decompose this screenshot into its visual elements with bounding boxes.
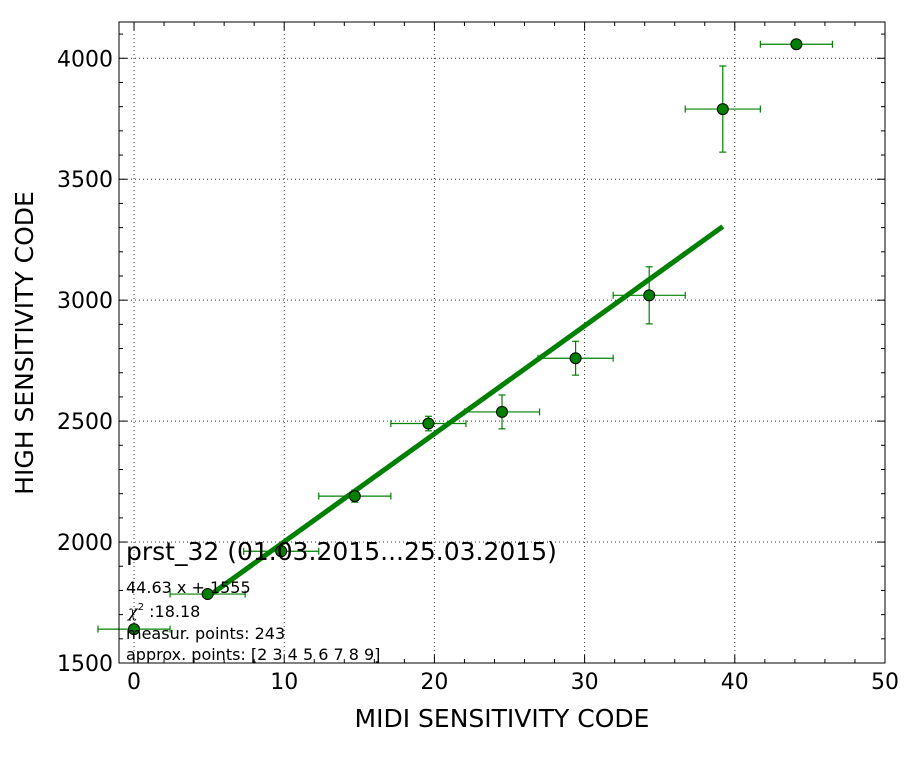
approx-points: approx. points: [2 3 4 5 6 7 8 9] (126, 645, 380, 664)
data-point (716, 103, 729, 116)
x-tick-label: 30 (571, 670, 599, 695)
data-point (128, 623, 141, 636)
chi-value: :18.18 (144, 602, 200, 621)
data-point (643, 289, 656, 302)
chart-title: prst_32 (01.03.2015...25.03.2015) (126, 537, 557, 566)
plot-frame (118, 21, 886, 664)
data-point (422, 417, 435, 430)
y-tick-label: 2000 (57, 531, 113, 556)
chi-square: χ2 :18.18 (127, 602, 200, 621)
fit-equation: 44.63 x + 1555 (126, 578, 251, 597)
y-tick-label: 3500 (57, 168, 113, 193)
x-tick-label: 10 (270, 670, 298, 695)
data-markers (128, 38, 803, 636)
tick-labels: 0 10 20 30 40 50 1500 2000 2500 3000 3500 4000 (57, 47, 899, 695)
x-axis-label: MIDI SENSITIVITY CODE (355, 704, 650, 733)
data-point (790, 38, 803, 51)
data-point (348, 490, 361, 503)
measured-points: measur. points: 243 (126, 624, 285, 643)
y-axis-label: HIGH SENSITIVITY CODE (10, 191, 39, 495)
data-point (569, 352, 582, 365)
x-tick-label: 0 (127, 670, 141, 695)
y-tick-label: 2500 (57, 410, 113, 435)
x-tick-label: 20 (420, 670, 448, 695)
chi-sup: 2 (138, 602, 144, 613)
data-point (201, 588, 214, 601)
chi-symbol: χ (127, 602, 139, 621)
y-tick-label: 3000 (57, 289, 113, 314)
x-tick-label: 50 (871, 670, 899, 695)
y-tick-label: 1500 (57, 652, 113, 677)
data-point (275, 545, 288, 558)
plot-area (119, 22, 885, 663)
x-tick-label: 40 (721, 670, 749, 695)
y-tick-label: 4000 (57, 47, 113, 72)
data-point (496, 405, 508, 418)
